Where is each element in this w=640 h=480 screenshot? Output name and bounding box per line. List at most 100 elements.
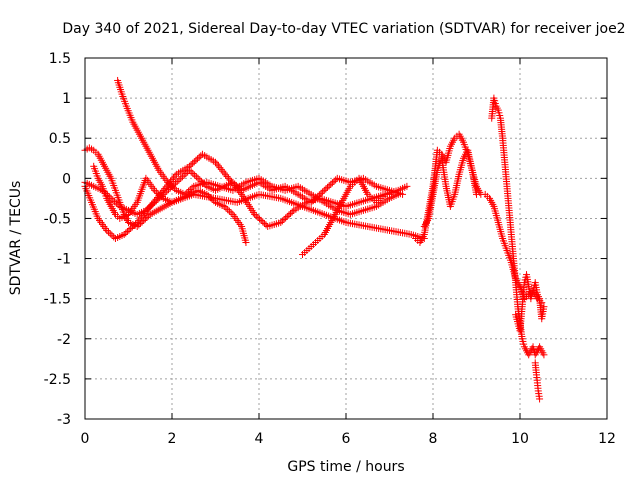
data-point bbox=[123, 227, 131, 235]
data-point bbox=[283, 212, 291, 220]
data-point bbox=[307, 198, 315, 206]
data-point bbox=[205, 192, 213, 200]
y-tick-label: -2.5 bbox=[44, 372, 71, 388]
data-point bbox=[114, 201, 122, 209]
data-point bbox=[104, 228, 112, 236]
data-point bbox=[103, 226, 111, 234]
x-tick-label: 0 bbox=[81, 431, 90, 447]
data-point bbox=[540, 303, 548, 311]
data-point bbox=[151, 198, 159, 206]
data-point bbox=[175, 176, 183, 184]
data-point bbox=[147, 202, 155, 210]
x-tick-label: 6 bbox=[342, 431, 351, 447]
data-point bbox=[122, 229, 130, 237]
data-point bbox=[225, 174, 233, 182]
x-tick-label: 2 bbox=[168, 431, 177, 447]
y-tick-label: -2 bbox=[57, 332, 71, 348]
tick-layer bbox=[84, 57, 608, 420]
data-point bbox=[173, 178, 181, 186]
data-point bbox=[189, 159, 197, 167]
data-point bbox=[254, 213, 262, 221]
data-point bbox=[322, 185, 330, 193]
data-point bbox=[324, 183, 332, 191]
data-point bbox=[142, 206, 150, 214]
data-point bbox=[168, 176, 176, 184]
data-point bbox=[149, 200, 157, 208]
data-point bbox=[171, 179, 179, 187]
data-point bbox=[278, 217, 286, 225]
data-point bbox=[158, 193, 166, 201]
data-point bbox=[220, 169, 228, 177]
data-point bbox=[312, 194, 320, 202]
data-point bbox=[136, 215, 144, 223]
data-point bbox=[132, 220, 140, 228]
data-point bbox=[288, 208, 296, 216]
data-point bbox=[262, 221, 270, 229]
data-point bbox=[127, 224, 135, 232]
data-point bbox=[110, 233, 118, 241]
data-point bbox=[220, 202, 228, 210]
data-point bbox=[194, 155, 202, 163]
data-point bbox=[208, 195, 216, 203]
data-point bbox=[212, 158, 219, 166]
data-point bbox=[282, 214, 290, 222]
data-point bbox=[130, 221, 138, 229]
data-point bbox=[112, 199, 120, 207]
data-point bbox=[152, 188, 160, 196]
data-point bbox=[152, 197, 160, 205]
data-point bbox=[252, 212, 260, 220]
data-point bbox=[161, 189, 169, 197]
data-point bbox=[125, 226, 133, 234]
data-point bbox=[180, 171, 188, 179]
data-point bbox=[156, 191, 164, 199]
data-point bbox=[399, 190, 407, 198]
data-point bbox=[187, 168, 195, 176]
data-point bbox=[216, 164, 224, 172]
data-point bbox=[178, 173, 186, 181]
data-point bbox=[194, 174, 202, 182]
data-point bbox=[287, 209, 295, 217]
data-point bbox=[540, 351, 548, 359]
data-point bbox=[260, 219, 268, 227]
data-point bbox=[280, 215, 288, 223]
y-tick-label: -0.5 bbox=[44, 211, 71, 227]
data-point bbox=[319, 188, 327, 196]
data-point bbox=[128, 223, 136, 231]
data-point bbox=[227, 209, 235, 217]
data-point bbox=[185, 166, 193, 174]
data-point bbox=[285, 211, 293, 219]
data-point bbox=[257, 216, 265, 224]
data-point bbox=[163, 187, 171, 195]
data-point bbox=[473, 190, 480, 198]
points-layer bbox=[81, 76, 548, 403]
data-point bbox=[206, 194, 214, 202]
data-point bbox=[536, 395, 544, 403]
y-tick-label: 0 bbox=[62, 171, 71, 187]
x-axis-label: GPS time / hours bbox=[287, 459, 404, 475]
data-point bbox=[177, 174, 185, 182]
data-point bbox=[187, 161, 195, 169]
data-point bbox=[332, 176, 340, 184]
data-point bbox=[259, 218, 267, 226]
data-point bbox=[234, 183, 242, 191]
y-tick-label: -1.5 bbox=[44, 292, 71, 308]
y-tick-label: 0.5 bbox=[49, 131, 71, 147]
data-point bbox=[223, 173, 231, 181]
data-point bbox=[190, 158, 198, 166]
data-point bbox=[225, 207, 233, 215]
x-tick-labels: 0 2 4 6 8 10 12 bbox=[81, 431, 616, 447]
data-point bbox=[108, 231, 116, 239]
data-point bbox=[192, 173, 200, 181]
data-point bbox=[106, 230, 114, 238]
data-point bbox=[222, 171, 230, 179]
data-point bbox=[217, 165, 225, 173]
data-point bbox=[164, 178, 172, 186]
data-point bbox=[195, 153, 203, 161]
y-axis-label: SDTVAR / TECUs bbox=[8, 181, 24, 296]
data-point bbox=[135, 217, 143, 225]
data-point bbox=[310, 195, 318, 203]
data-point bbox=[145, 212, 153, 220]
data-point bbox=[120, 230, 128, 238]
data-point bbox=[144, 205, 152, 213]
